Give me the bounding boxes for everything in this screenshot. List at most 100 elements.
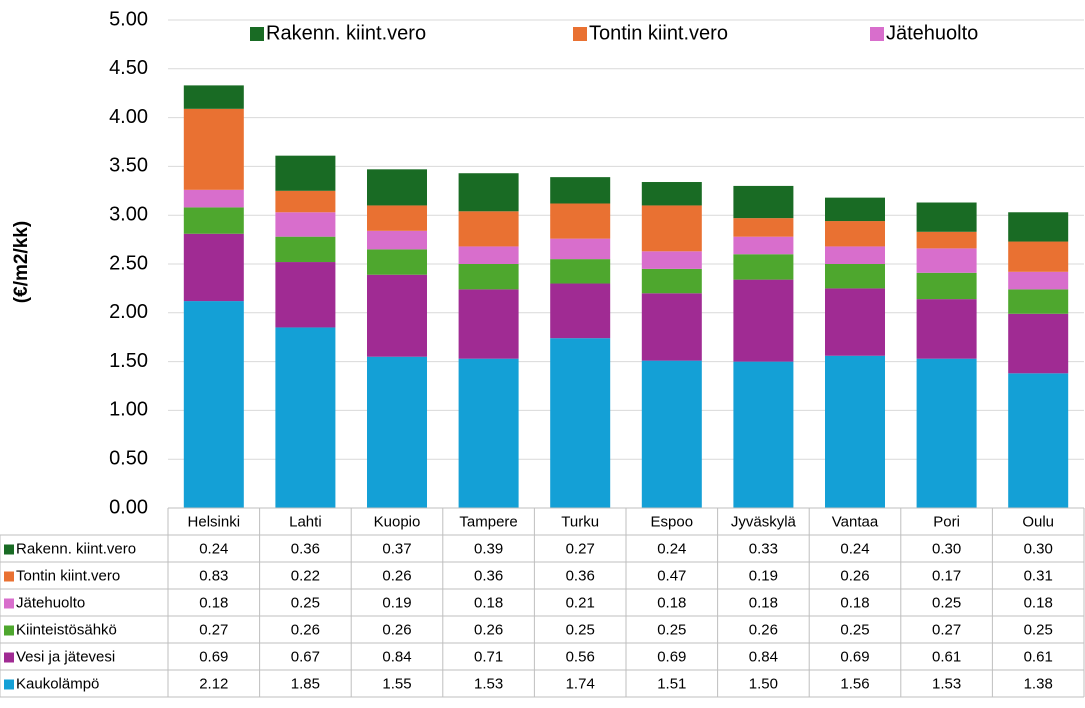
table-value: 0.71	[474, 648, 503, 665]
table-row-label: Kiinteistösähkö	[16, 621, 117, 638]
y-tick-label: 5.00	[109, 8, 148, 30]
bar-segment	[1008, 271, 1069, 290]
bar-segment	[916, 272, 977, 300]
bar-segment	[825, 355, 885, 508]
bar-segment	[275, 327, 336, 508]
bar-segment	[550, 203, 611, 239]
bar-segment	[733, 185, 794, 219]
table-value: 0.18	[199, 594, 228, 611]
bar-segment	[825, 288, 885, 356]
y-tick-label: 1.50	[109, 350, 148, 372]
bar-segment	[367, 274, 427, 357]
x-tick-label: Lahti	[289, 513, 322, 530]
bar-segment	[641, 293, 702, 361]
table-value: 0.30	[932, 540, 961, 557]
y-tick-label: 2.00	[109, 301, 148, 323]
table-value: 0.36	[566, 567, 595, 584]
table-value: 0.56	[566, 648, 595, 665]
table-value: 1.51	[657, 675, 686, 692]
bar-segment	[183, 108, 244, 190]
table-value: 0.24	[657, 540, 686, 557]
table-value: 0.84	[749, 648, 778, 665]
bar-segment	[1008, 212, 1069, 242]
x-tick-label: Pori	[933, 513, 960, 530]
bar-segment	[641, 182, 702, 206]
bar-segment	[275, 262, 336, 328]
legend-label: Rakenn. kiint.vero	[266, 22, 426, 44]
table-value: 0.18	[749, 594, 778, 611]
table-value: 1.55	[382, 675, 411, 692]
table-value: 0.26	[749, 621, 778, 638]
bar-segment	[458, 264, 519, 290]
bar-segment	[641, 360, 702, 508]
legend-swatch	[4, 571, 14, 582]
table-value: 0.39	[474, 540, 503, 557]
y-tick-label: 4.50	[109, 57, 148, 79]
y-tick-label: 0.50	[109, 447, 148, 469]
bar-segment	[183, 207, 244, 234]
table-value: 0.24	[199, 540, 228, 557]
table-value: 0.31	[1024, 567, 1053, 584]
x-tick-label: Kuopio	[374, 513, 421, 530]
table-value: 0.26	[474, 621, 503, 638]
bar-segment	[1008, 373, 1069, 508]
table-value: 0.69	[840, 648, 869, 665]
bar-segment	[458, 173, 519, 212]
bar-segment	[641, 251, 702, 269]
y-axis-title: (€/m2/kk)	[11, 221, 32, 303]
bar-segment	[825, 197, 885, 222]
table-value: 0.19	[749, 567, 778, 584]
bar-segment	[550, 238, 611, 260]
table-value: 1.50	[749, 675, 778, 692]
legend-swatch	[250, 27, 264, 41]
bar-segment	[183, 189, 244, 208]
table-value: 0.33	[749, 540, 778, 557]
bar-segment	[733, 361, 794, 508]
table-value: 0.83	[199, 567, 228, 584]
bar-segment	[183, 85, 244, 109]
legend-swatch	[4, 598, 14, 609]
bar-segment	[825, 246, 885, 264]
table-value: 0.25	[657, 621, 686, 638]
table-value: 0.25	[932, 594, 961, 611]
table-value: 0.47	[657, 567, 686, 584]
table-value: 0.26	[840, 567, 869, 584]
y-tick-label: 2.50	[109, 252, 148, 274]
table-value: 0.25	[1024, 621, 1053, 638]
table-value: 0.26	[291, 621, 320, 638]
table-value: 2.12	[199, 675, 228, 692]
bar-segment	[641, 268, 702, 294]
bar-segment	[1008, 313, 1069, 374]
bar-segment	[275, 236, 336, 263]
bar-segment	[916, 358, 977, 508]
bar-segment	[550, 177, 611, 204]
bar-segment	[916, 248, 977, 273]
bar-segment	[916, 231, 977, 249]
table-value: 0.84	[382, 648, 411, 665]
legend-swatch	[573, 27, 587, 41]
x-tick-label: Jyväskylä	[731, 513, 797, 530]
table-value: 1.56	[840, 675, 869, 692]
bar-segment	[733, 254, 794, 280]
table-value: 1.53	[932, 675, 961, 692]
y-tick-label: 4.00	[109, 106, 148, 128]
bar-segment	[275, 190, 336, 213]
x-tick-label: Turku	[561, 513, 599, 530]
bar-segment	[733, 218, 794, 237]
y-tick-label: 3.50	[109, 155, 148, 177]
bar-segment	[916, 299, 977, 359]
table-value: 0.25	[840, 621, 869, 638]
bar-segment	[367, 169, 427, 206]
bar-segment	[641, 205, 702, 252]
legend-swatch	[870, 27, 884, 41]
table-value: 0.67	[291, 648, 320, 665]
table-value: 0.61	[932, 648, 961, 665]
x-tick-label: Helsinki	[188, 513, 241, 530]
table-value: 0.22	[291, 567, 320, 584]
table-value: 0.18	[657, 594, 686, 611]
table-value: 0.18	[474, 594, 503, 611]
table-row-label: Kaukolämpö	[16, 675, 99, 692]
table-value: 1.74	[566, 675, 595, 692]
table-value: 0.36	[474, 567, 503, 584]
